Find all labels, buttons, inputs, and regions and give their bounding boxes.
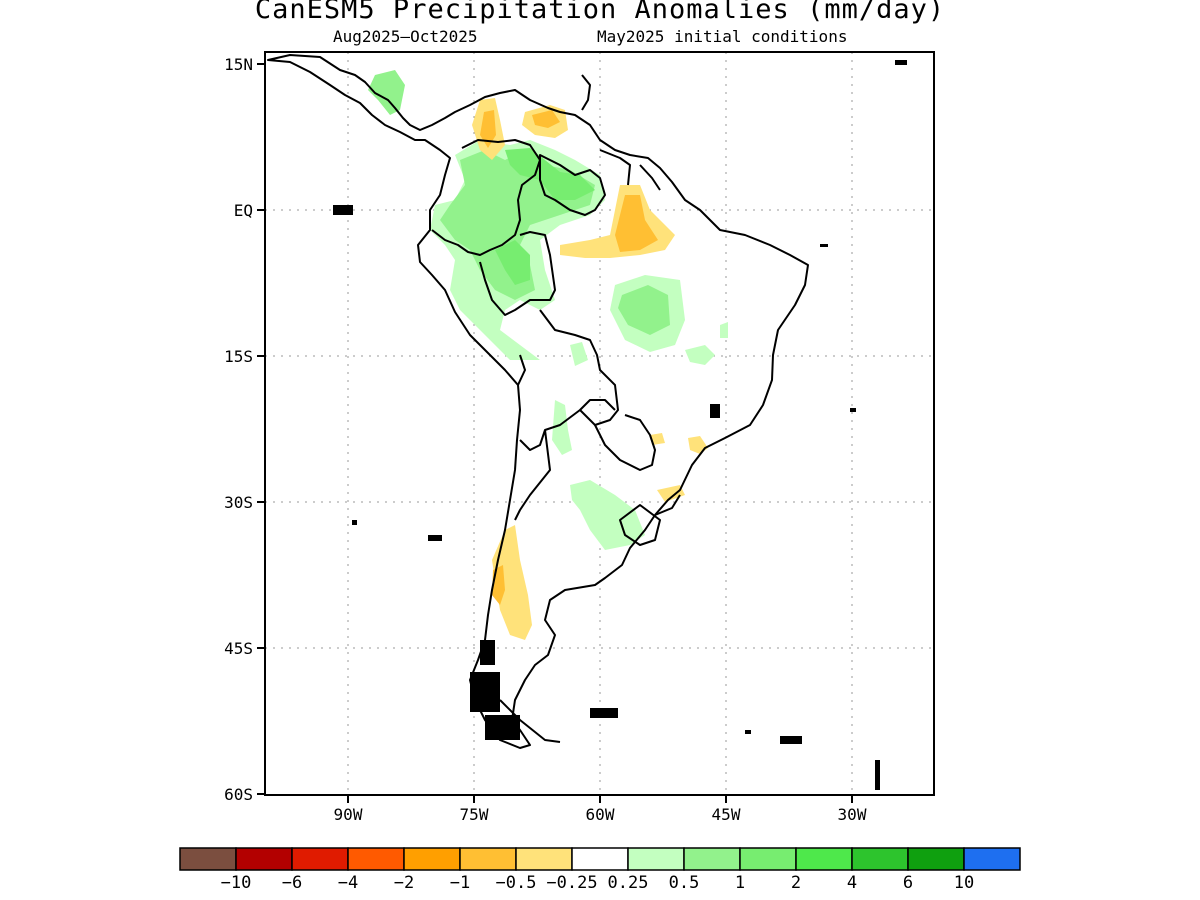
colorbar: −10 −6 −4 −2 −1 −0.5 −0.25 0.25 0.5 1 2 4 6 10 (179, 847, 1021, 893)
colorbar-swatch (627, 847, 685, 871)
colorbar-swatch (795, 847, 853, 871)
lat-label: 60S (224, 785, 253, 804)
colorbar-label: 0.25 (608, 873, 649, 893)
colorbar-label: −2 (394, 873, 414, 893)
islands (333, 60, 907, 790)
colorbar-swatch (683, 847, 741, 871)
colorbar-swatch (347, 847, 405, 871)
colorbar-label: 4 (847, 873, 857, 893)
colorbar-swatch (403, 847, 461, 871)
colorbar-label: 2 (791, 873, 801, 893)
colorbar-label: −0.25 (546, 873, 597, 893)
colorbar-swatch (235, 847, 293, 871)
colorbar-label: −6 (282, 873, 302, 893)
colorbar-swatch (179, 847, 237, 871)
colorbar-swatch (571, 847, 629, 871)
lon-label: 75W (460, 805, 489, 824)
colorbar-label: 0.5 (669, 873, 700, 893)
colorbar-label: −1 (450, 873, 470, 893)
lat-label: 15N (224, 55, 253, 74)
anomaly-shading (368, 70, 728, 640)
colorbar-swatch (739, 847, 797, 871)
colorbar-swatch (291, 847, 349, 871)
lat-label: EQ (234, 201, 253, 220)
longitude-labels: 90W 75W 60W 45W 30W (334, 805, 867, 824)
colorbar-label: −4 (338, 873, 358, 893)
lat-label: 45S (224, 639, 253, 658)
lon-label: 60W (586, 805, 615, 824)
forecast-period: Aug2025–Oct2025 (333, 27, 478, 46)
colorbar-swatch (515, 847, 573, 871)
colorbar-label: −10 (221, 873, 252, 893)
colorbar-label: 6 (903, 873, 913, 893)
map-title: CanESM5 Precipitation Anomalies (mm/day) (254, 0, 946, 25)
initial-conditions: May2025 initial conditions (597, 27, 848, 46)
colorbar-swatch (963, 847, 1021, 871)
tick-marks (257, 63, 853, 803)
colorbar-swatch (459, 847, 517, 871)
colorbar-label: 1 (735, 873, 745, 893)
colorbar-label: 10 (954, 873, 974, 893)
latitude-labels: 15N EQ 15S 30S 45S 60S (224, 55, 253, 804)
lat-label: 15S (224, 347, 253, 366)
coastlines (267, 54, 809, 749)
colorbar-label: −0.5 (496, 873, 537, 893)
colorbar-swatch (851, 847, 909, 871)
lon-label: 30W (838, 805, 867, 824)
lat-label: 30S (224, 493, 253, 512)
lon-label: 45W (712, 805, 741, 824)
lon-label: 90W (334, 805, 363, 824)
colorbar-swatch (907, 847, 965, 871)
